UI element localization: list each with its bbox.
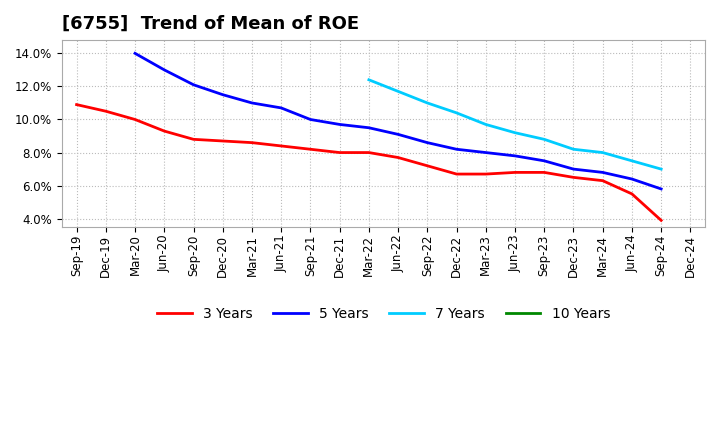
3 Years bbox=[657, 218, 665, 223]
3 Years bbox=[452, 172, 461, 177]
7 Years bbox=[364, 77, 373, 82]
5 Years bbox=[306, 117, 315, 122]
Text: [6755]  Trend of Mean of ROE: [6755] Trend of Mean of ROE bbox=[62, 15, 359, 33]
3 Years bbox=[628, 191, 636, 197]
5 Years bbox=[657, 186, 665, 191]
5 Years bbox=[569, 166, 577, 172]
7 Years bbox=[394, 89, 402, 94]
3 Years bbox=[248, 140, 256, 145]
5 Years bbox=[423, 140, 432, 145]
7 Years bbox=[510, 130, 519, 136]
3 Years bbox=[306, 147, 315, 152]
3 Years bbox=[189, 137, 198, 142]
5 Years bbox=[598, 170, 607, 175]
3 Years bbox=[218, 138, 227, 143]
5 Years bbox=[628, 176, 636, 182]
7 Years bbox=[598, 150, 607, 155]
5 Years bbox=[218, 92, 227, 97]
3 Years bbox=[423, 163, 432, 169]
3 Years bbox=[598, 178, 607, 183]
5 Years bbox=[336, 122, 344, 127]
3 Years bbox=[482, 172, 490, 177]
7 Years bbox=[452, 110, 461, 116]
3 Years bbox=[102, 109, 110, 114]
3 Years bbox=[160, 128, 168, 134]
Line: 5 Years: 5 Years bbox=[135, 53, 661, 189]
7 Years bbox=[657, 166, 665, 172]
7 Years bbox=[628, 158, 636, 164]
5 Years bbox=[160, 67, 168, 73]
5 Years bbox=[248, 100, 256, 106]
5 Years bbox=[452, 147, 461, 152]
Legend: 3 Years, 5 Years, 7 Years, 10 Years: 3 Years, 5 Years, 7 Years, 10 Years bbox=[151, 301, 616, 326]
3 Years bbox=[540, 170, 549, 175]
3 Years bbox=[510, 170, 519, 175]
3 Years bbox=[277, 143, 286, 149]
7 Years bbox=[540, 137, 549, 142]
Line: 7 Years: 7 Years bbox=[369, 80, 661, 169]
3 Years bbox=[336, 150, 344, 155]
7 Years bbox=[423, 100, 432, 106]
7 Years bbox=[482, 122, 490, 127]
3 Years bbox=[131, 117, 140, 122]
3 Years bbox=[569, 175, 577, 180]
Line: 3 Years: 3 Years bbox=[76, 105, 661, 220]
5 Years bbox=[394, 132, 402, 137]
3 Years bbox=[364, 150, 373, 155]
5 Years bbox=[482, 150, 490, 155]
5 Years bbox=[277, 105, 286, 110]
5 Years bbox=[510, 153, 519, 158]
5 Years bbox=[189, 82, 198, 88]
7 Years bbox=[569, 147, 577, 152]
3 Years bbox=[72, 102, 81, 107]
3 Years bbox=[394, 155, 402, 160]
5 Years bbox=[540, 158, 549, 164]
5 Years bbox=[131, 51, 140, 56]
5 Years bbox=[364, 125, 373, 130]
